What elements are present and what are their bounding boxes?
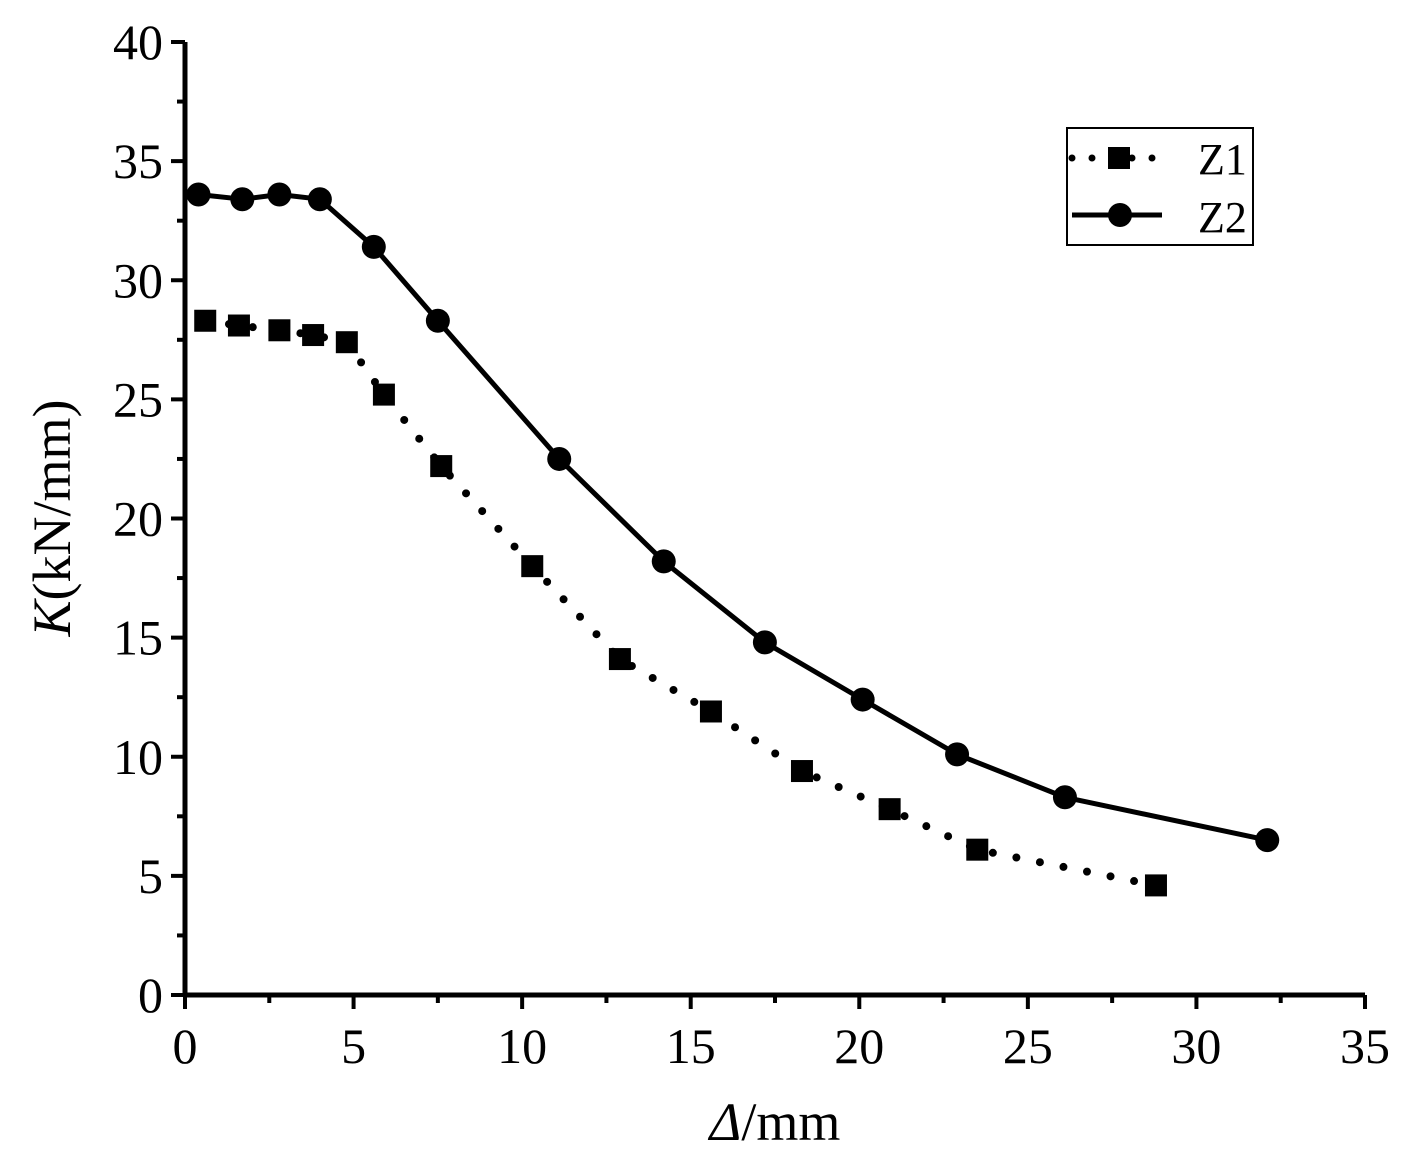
x-tick-label: 35 <box>1340 1018 1390 1074</box>
data-point-z2 <box>945 742 970 767</box>
data-point-z1 <box>878 798 901 821</box>
data-point-z1 <box>372 383 395 406</box>
x-tick-label: 30 <box>1171 1018 1221 1074</box>
y-tick-label: 10 <box>113 729 163 785</box>
data-point-z2 <box>186 182 211 207</box>
data-point-z2 <box>547 446 572 471</box>
data-point-z1 <box>268 319 291 342</box>
data-point-z2 <box>230 187 255 212</box>
y-tick-label: 5 <box>138 848 163 904</box>
y-tick-label: 0 <box>138 967 163 1023</box>
data-point-z1 <box>227 314 250 337</box>
x-tick-label: 5 <box>341 1018 366 1074</box>
x-tick-label: 10 <box>497 1018 547 1074</box>
series-line-z2 <box>198 192 1268 843</box>
series-layer <box>186 182 1280 897</box>
x-tick-label: 20 <box>834 1018 884 1074</box>
legend-marker-z1 <box>1108 147 1130 169</box>
axis-ticks: 0 5 10 15 20 25 30 35 40 0 5 10 15 20 25 30 35 <box>113 14 1390 1074</box>
series-line-z1 <box>201 316 1160 890</box>
data-point-z2 <box>1052 785 1077 810</box>
y-tick-label: 25 <box>113 371 163 427</box>
axes <box>182 42 1365 998</box>
y-tick-label: 35 <box>113 133 163 189</box>
legend: Z1 Z2 <box>1066 127 1254 246</box>
x-axis-title: Δ/mm <box>708 1092 841 1152</box>
data-point-z2 <box>307 187 332 212</box>
legend-label-z2: Z2 <box>1198 193 1247 242</box>
y-axis-title: K(kN/mm) <box>22 399 82 637</box>
data-point-z2 <box>425 308 450 333</box>
data-point-z2 <box>1255 828 1280 853</box>
data-point-z1 <box>966 838 989 861</box>
data-point-z1 <box>790 760 813 783</box>
data-point-z1 <box>1144 874 1167 897</box>
x-tick-label: 25 <box>1003 1018 1053 1074</box>
data-point-z2 <box>651 549 676 574</box>
x-tick-label: 0 <box>173 1018 198 1074</box>
y-tick-label: 20 <box>113 491 163 547</box>
data-point-z1 <box>335 331 358 354</box>
data-point-z2 <box>267 182 292 207</box>
legend-box <box>1066 127 1254 246</box>
y-tick-label: 15 <box>113 610 163 666</box>
y-tick-label: 30 <box>113 252 163 308</box>
data-point-z1 <box>699 700 722 723</box>
data-point-z2 <box>361 234 386 259</box>
data-point-z1 <box>430 455 453 478</box>
data-point-z1 <box>608 648 631 671</box>
x-tick-label: 15 <box>666 1018 716 1074</box>
data-point-z1 <box>521 555 544 578</box>
data-point-z2 <box>850 687 875 712</box>
y-tick-label: 40 <box>113 14 163 70</box>
data-point-z1 <box>194 309 217 332</box>
data-point-z1 <box>302 324 325 347</box>
legend-marker-z2 <box>1108 203 1132 227</box>
data-point-z2 <box>752 630 777 655</box>
legend-label-z1: Z1 <box>1198 135 1247 184</box>
